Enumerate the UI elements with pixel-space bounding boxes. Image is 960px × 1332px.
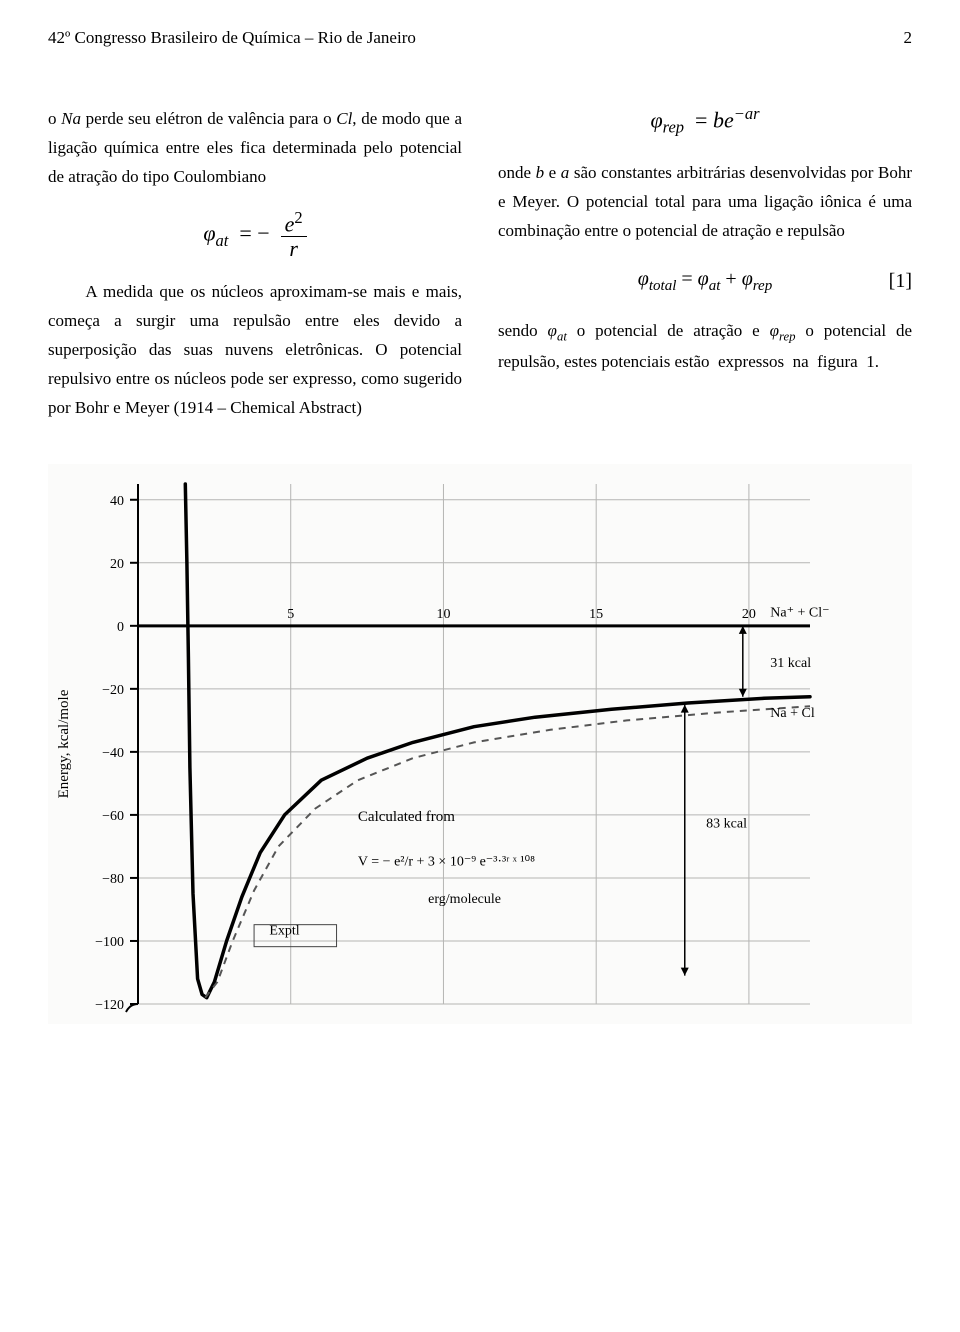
header-left: 42º Congresso Brasileiro de Química – Ri… [48, 28, 416, 48]
svg-text:20: 20 [110, 557, 124, 572]
page: 42º Congresso Brasileiro de Química – Ri… [0, 0, 960, 1048]
two-columns: o Na perde seu elétron de valência para … [48, 88, 912, 440]
svg-text:−40: −40 [102, 746, 124, 761]
svg-text:Exptl: Exptl [269, 923, 299, 938]
svg-text:31 kcal: 31 kcal [770, 656, 811, 671]
equation-phi-rep: φrep = be−ar [498, 100, 912, 142]
svg-text:15: 15 [589, 607, 603, 622]
svg-text:−100: −100 [95, 935, 124, 950]
svg-text:−120: −120 [95, 998, 124, 1013]
svg-text:−20: −20 [102, 683, 124, 698]
svg-text:Na + Cl: Na + Cl [770, 706, 815, 721]
svg-text:−60: −60 [102, 809, 124, 824]
right-p1: onde b e a são constantes arbitrárias de… [498, 159, 912, 246]
svg-text:erg/molecule: erg/molecule [428, 892, 501, 907]
running-head: 42º Congresso Brasileiro de Química – Ri… [48, 28, 912, 48]
right-p2: sendo φat o potencial de atração e φrep … [498, 317, 912, 377]
svg-text:Calculated from: Calculated from [358, 809, 455, 825]
energy-chart: 40 20 0 −20 −40 −60 −80 −100 −120 5 10 15 20 Energy, … [50, 464, 910, 1024]
equation-phi-total: φtotal = φat + φrep [538, 262, 872, 300]
svg-text:−80: −80 [102, 872, 124, 887]
left-p2: A medida que os núcleos aproximam-se mai… [48, 278, 462, 422]
svg-text:83 kcal: 83 kcal [706, 816, 747, 831]
left-p1: o Na perde seu elétron de valência para … [48, 105, 462, 192]
svg-text:0: 0 [117, 620, 124, 635]
svg-text:5: 5 [287, 607, 294, 622]
svg-text:20: 20 [742, 607, 756, 622]
svg-text:Na⁺ + Cl⁻: Na⁺ + Cl⁻ [770, 605, 829, 620]
svg-text:40: 40 [110, 494, 124, 509]
svg-text:Energy, kcal/mole: Energy, kcal/mole [56, 689, 72, 798]
left-column: o Na perde seu elétron de valência para … [48, 88, 462, 440]
right-column: φrep = be−ar onde b e a são constantes a… [498, 88, 912, 440]
equation-number-1: [1] [872, 264, 912, 298]
svg-text:10: 10 [436, 607, 450, 622]
equation-phi-at: φat = − e2r [48, 209, 462, 262]
page-number: 2 [904, 28, 913, 48]
figure-1: 40 20 0 −20 −40 −60 −80 −100 −120 5 10 15 20 Energy, … [48, 464, 912, 1024]
equation-phi-total-row: φtotal = φat + φrep [1] [498, 262, 912, 300]
svg-text:V = − e²/r + 3 × 10⁻⁹ e⁻³·³ʳ ˣ: V = − e²/r + 3 × 10⁻⁹ e⁻³·³ʳ ˣ ¹⁰⁸ [358, 854, 535, 869]
